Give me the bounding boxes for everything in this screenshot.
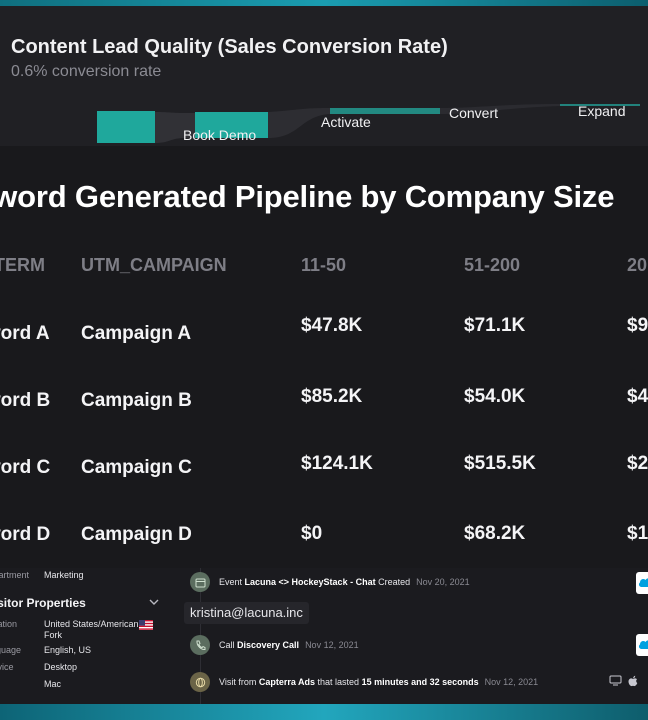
apple-icon [628,675,638,687]
content-lead-quality-card: Content Lead Quality (Sales Conversion R… [0,6,648,146]
visitor-properties-panel: Department Marketing Visitor Properties … [0,568,172,704]
col-header-utm-campaign: UTM_CAMPAIGN [81,255,227,275]
lead-quality-title: Content Lead Quality (Sales Conversion R… [11,36,448,58]
funnel-bar-stage-1 [195,112,268,138]
property-value-language: English, US [44,645,92,655]
timeline-event-visit[interactable]: Visit from Capterra Ads that lasted 15 m… [219,677,539,687]
funnel-bar-stage-2 [330,108,440,114]
chevron-down-icon[interactable] [147,596,161,608]
conversion-rate-subtitle: 0.6% conversion rate [11,63,162,80]
cell-11-50: $124.1K [301,453,373,474]
cell-201-500: $4 [627,386,648,407]
col-header-utm-term: UTM_TERM [0,255,45,275]
cell-utm-term: Keyword B [0,390,51,411]
cell-utm-campaign: Campaign C [81,457,192,478]
bottom-accent-strip [0,704,648,720]
property-key-device: Device [0,662,14,672]
cell-51-200: $71.1K [464,315,526,336]
department-value: Marketing [44,570,84,580]
property-value-device: Desktop [44,662,78,672]
cell-51-200: $68.2K [464,523,526,544]
funnel-bar-stage-3 [560,104,640,106]
phone-icon [190,635,210,655]
cell-utm-term: Keyword D [0,524,51,545]
col-header-11-50: 11-50 [301,255,347,275]
cell-11-50: $0 [301,523,323,544]
cell-utm-campaign: Campaign B [81,390,192,411]
visitor-properties-title: Visitor Properties [0,596,86,610]
calendar-icon [190,572,210,592]
stage-label-book-demo: Book Demo [183,127,257,143]
funnel-bars [97,104,640,143]
department-label: Department [0,570,30,580]
property-value-os: Mac [44,679,62,689]
property-value-location: United States/American Fork [44,619,139,640]
property-key-location: Location [0,619,18,629]
keyword-pipeline-card: Keyword Generated Pipeline by Company Si… [0,146,648,568]
cell-201-500: $2 [627,453,648,474]
salesforce-cloud-icon[interactable] [636,572,648,594]
timeline-event-chat-created[interactable]: Event Lacuna <> HockeyStack - Chat Creat… [219,577,470,587]
globe-icon [190,672,210,692]
contact-activity-card: Department Marketing Visitor Properties … [0,568,648,704]
top-accent-strip [0,0,648,6]
cell-201-500: $9 [627,315,648,336]
stage-label-expand: Expand [578,103,626,119]
cell-utm-campaign: Campaign D [81,524,192,545]
stage-label-activate: Activate [321,114,371,130]
cell-201-500: $1 [627,523,648,544]
stage-label-convert: Convert [449,105,499,121]
cell-11-50: $47.8K [301,315,363,336]
us-flag-icon [139,620,153,630]
contact-email[interactable]: kristina@lacuna.inc [184,602,309,624]
device-icons [609,675,638,687]
desktop-icon [609,675,622,686]
salesforce-cloud-icon[interactable] [636,634,648,656]
cell-51-200: $515.5K [464,453,536,474]
cell-11-50: $85.2K [301,386,363,407]
cell-utm-campaign: Campaign A [81,323,192,344]
col-header-51-200: 51-200 [464,255,521,275]
property-key-language: Language [0,645,22,655]
cell-utm-term: Keyword C [0,457,51,478]
funnel-bar-stage-0 [97,111,155,143]
cell-51-200: $54.0K [464,386,526,407]
timeline-event-discovery-call[interactable]: Call Discovery Call Nov 12, 2021 [219,640,359,650]
cell-utm-term: Keyword A [0,323,50,344]
col-header-201-500: 201-500 [627,255,648,275]
pipeline-title: Keyword Generated Pipeline by Company Si… [0,179,615,214]
